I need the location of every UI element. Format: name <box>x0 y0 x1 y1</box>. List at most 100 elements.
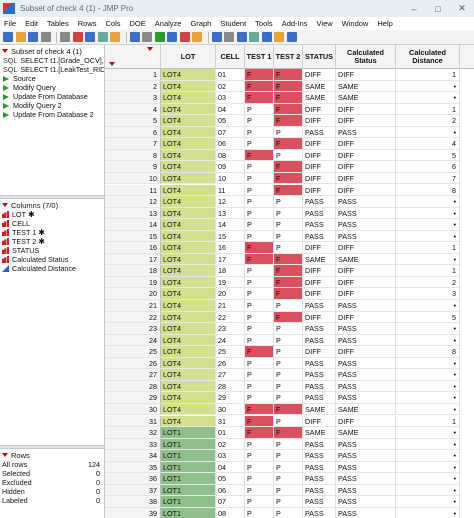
lot-cell[interactable]: LOT4 <box>161 357 216 370</box>
table-row[interactable]: 29 LOT4 29 P P PASS PASS • <box>105 392 474 404</box>
calculated-distance-cell[interactable]: 6 <box>396 161 460 173</box>
lot-cell[interactable]: LOT4 <box>161 369 216 381</box>
cell-cell[interactable]: 21 <box>216 300 245 312</box>
lot-cell[interactable]: LOT4 <box>161 311 216 324</box>
status-cell[interactable]: SAME <box>303 253 336 266</box>
maximize-button[interactable]: □ <box>435 3 441 14</box>
calculated-status-cell[interactable]: DIFF <box>336 184 396 197</box>
table-row[interactable]: 27 LOT4 27 P P PASS PASS • <box>105 369 474 381</box>
calculated-distance-cell[interactable]: • <box>396 369 460 381</box>
table-row[interactable]: 34 LOT1 03 P P PASS PASS • <box>105 450 474 462</box>
table-row[interactable]: 15 LOT4 15 P P PASS PASS • <box>105 230 474 243</box>
cell-cell[interactable]: 15 <box>216 230 245 243</box>
toolbar-button-icon[interactable] <box>154 32 165 42</box>
toolbar-button-icon[interactable] <box>211 32 222 42</box>
test1-cell[interactable]: P <box>245 276 274 289</box>
status-cell[interactable]: DIFF <box>303 172 336 185</box>
calculated-status-cell[interactable]: PASS <box>336 507 396 518</box>
table-row[interactable]: 36 LOT1 05 P P PASS PASS • <box>105 473 474 485</box>
panel-splitter[interactable] <box>0 195 104 199</box>
calculated-distance-cell[interactable]: 2 <box>396 115 460 127</box>
calculated-status-cell[interactable]: SAME <box>336 92 396 104</box>
calculated-status-cell[interactable]: PASS <box>336 334 396 347</box>
test1-cell[interactable]: F <box>245 253 274 266</box>
calculated-status-cell[interactable]: DIFF <box>336 149 396 162</box>
column-list-item[interactable]: CELL <box>0 219 104 228</box>
calculated-status-cell[interactable]: PASS <box>336 450 396 462</box>
test2-cell[interactable]: P <box>274 207 303 220</box>
status-cell[interactable]: SAME <box>303 92 336 104</box>
cell-cell[interactable]: 07 <box>216 126 245 139</box>
calculated-distance-cell[interactable]: • <box>396 207 460 220</box>
status-cell[interactable]: DIFF <box>303 161 336 173</box>
table-row[interactable]: 31 LOT4 31 F P DIFF DIFF 1 <box>105 415 474 428</box>
table-row[interactable]: 17 LOT4 17 F F SAME SAME • <box>105 253 474 266</box>
calculated-status-cell[interactable]: DIFF <box>336 115 396 127</box>
red-triangle-menu-icon[interactable] <box>2 203 8 207</box>
calculated-distance-cell[interactable]: 1 <box>396 242 460 254</box>
toolbar-button-icon[interactable] <box>60 32 70 42</box>
calculated-distance-cell[interactable]: • <box>396 253 460 266</box>
test2-cell[interactable]: F <box>274 184 303 197</box>
test2-cell[interactable]: F <box>274 92 303 104</box>
test2-cell[interactable]: F <box>274 276 303 289</box>
calculated-status-cell[interactable]: SAME <box>336 427 396 439</box>
cell-cell[interactable]: 06 <box>216 484 245 497</box>
lot-cell[interactable]: LOT4 <box>161 415 216 428</box>
table-row[interactable]: 18 LOT4 18 P F DIFF DIFF 1 <box>105 265 474 277</box>
test2-cell[interactable]: F <box>274 138 303 150</box>
column-list-item[interactable]: Calculated Status <box>0 255 104 264</box>
test1-cell[interactable]: P <box>245 438 274 451</box>
cell-cell[interactable]: 09 <box>216 161 245 173</box>
test2-cell[interactable]: P <box>274 242 303 254</box>
test1-cell[interactable]: P <box>245 288 274 300</box>
menu-graph[interactable]: Graph <box>190 19 212 28</box>
calculated-distance-cell[interactable]: 7 <box>396 172 460 185</box>
calculated-distance-cell[interactable]: 1 <box>396 265 460 277</box>
table-row[interactable]: 37 LOT1 06 P P PASS PASS • <box>105 484 474 497</box>
cell-cell[interactable]: 05 <box>216 473 245 485</box>
test2-cell[interactable]: P <box>274 346 303 358</box>
menu-file[interactable]: File <box>4 19 17 28</box>
toolbar-button-icon[interactable] <box>129 32 140 42</box>
lot-cell[interactable]: LOT4 <box>161 323 216 335</box>
columns-panel-header[interactable]: Columns (7/0) <box>0 200 104 210</box>
lot-cell[interactable]: LOT1 <box>161 427 216 439</box>
column-header-lot[interactable]: LOT <box>161 45 216 69</box>
test2-cell[interactable]: P <box>274 450 303 462</box>
cell-cell[interactable]: 16 <box>216 242 245 254</box>
toolbar-button-icon[interactable] <box>40 32 51 42</box>
calculated-distance-cell[interactable]: • <box>396 126 460 139</box>
calculated-distance-cell[interactable]: • <box>396 92 460 104</box>
calculated-status-cell[interactable]: PASS <box>336 380 396 393</box>
test1-cell[interactable]: F <box>245 403 274 416</box>
rows-panel-header[interactable]: Rows <box>0 450 104 460</box>
table-row[interactable]: 22 LOT4 22 P F DIFF DIFF 5 <box>105 311 474 324</box>
calculated-status-cell[interactable]: SAME <box>336 403 396 416</box>
test2-cell[interactable]: P <box>274 230 303 243</box>
table-panel-header[interactable]: Subset of check 4 (1) <box>0 46 104 56</box>
rows-state-item[interactable]: Excluded 0 <box>0 478 104 487</box>
table-script-item[interactable]: Modify Query 2 <box>0 101 104 110</box>
table-row[interactable]: 5 LOT4 05 P F DIFF DIFF 2 <box>105 115 474 127</box>
lot-cell[interactable]: LOT4 <box>161 242 216 254</box>
test1-cell[interactable]: P <box>245 115 274 127</box>
table-row[interactable]: 6 LOT4 07 P P PASS PASS • <box>105 126 474 139</box>
grid-corner[interactable] <box>105 45 161 69</box>
lot-cell[interactable]: LOT4 <box>161 207 216 220</box>
status-cell[interactable]: DIFF <box>303 184 336 197</box>
lot-cell[interactable]: LOT4 <box>161 138 216 150</box>
toolbar-button-icon[interactable] <box>236 32 247 42</box>
calculated-status-cell[interactable]: SAME <box>336 253 396 266</box>
red-triangle-menu-icon[interactable] <box>2 453 8 457</box>
status-cell[interactable]: PASS <box>303 380 336 393</box>
menu-window[interactable]: Window <box>341 19 369 28</box>
cell-cell[interactable]: 28 <box>216 380 245 393</box>
toolbar-button-icon[interactable] <box>28 32 38 42</box>
calculated-distance-cell[interactable]: • <box>396 334 460 347</box>
lot-cell[interactable]: LOT4 <box>161 300 216 312</box>
calculated-status-cell[interactable]: DIFF <box>336 276 396 289</box>
table-row[interactable]: 7 LOT4 06 P F DIFF DIFF 4 <box>105 138 474 150</box>
